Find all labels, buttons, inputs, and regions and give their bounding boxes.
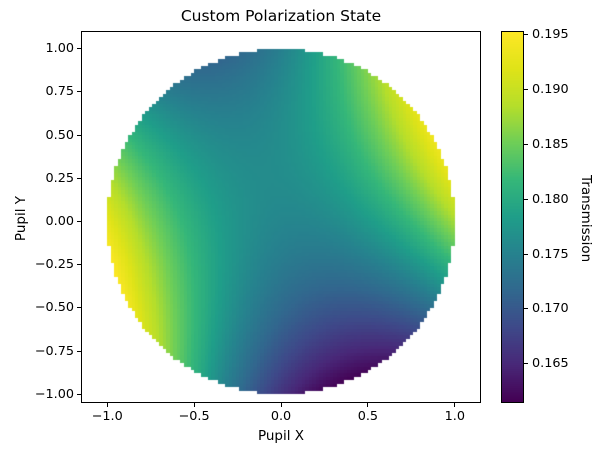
y-tick-mark: [77, 393, 81, 395]
y-tick-label: 0.50: [45, 127, 75, 143]
colorbar-tick-mark: [524, 363, 528, 365]
y-tick-label: 0.00: [45, 213, 75, 229]
y-tick-label: −0.75: [34, 343, 74, 359]
y-tick-label: 0.75: [45, 84, 75, 100]
colorbar-tick-mark: [524, 198, 528, 200]
colorbar-tick-mark: [524, 143, 528, 145]
colorbar-canvas: [502, 32, 523, 402]
y-tick-mark: [77, 220, 81, 222]
y-tick-mark: [77, 91, 81, 93]
x-tick-label: −1.0: [91, 409, 123, 424]
colorbar-tick-mark: [524, 253, 528, 255]
x-tick-mark: [367, 403, 369, 407]
colorbar-tick-label: 0.195: [532, 27, 569, 43]
x-tick-label: 1.0: [444, 409, 465, 424]
y-tick-label: 1.00: [45, 41, 75, 57]
y-tick-label: 0.25: [45, 170, 75, 186]
y-tick-label: −0.50: [34, 300, 74, 316]
colorbar: [501, 31, 524, 403]
y-tick-mark: [77, 307, 81, 309]
y-tick-mark: [77, 134, 81, 136]
plot-frame: [81, 31, 481, 403]
y-axis-label: Pupil Y: [13, 196, 29, 242]
colorbar-tick-mark: [524, 89, 528, 91]
colorbar-tick-label: 0.175: [532, 246, 569, 262]
colorbar-tick-label: 0.180: [532, 191, 569, 207]
x-tick-mark: [280, 403, 282, 407]
x-tick-label: 0.5: [357, 409, 379, 424]
x-tick-mark: [193, 403, 195, 407]
x-tick-label: 0.0: [270, 409, 292, 424]
y-tick-mark: [77, 48, 81, 50]
y-tick-mark: [77, 177, 81, 179]
x-tick-mark: [454, 403, 456, 407]
pupil-heatmap-canvas: [82, 32, 480, 402]
x-tick-mark: [106, 403, 108, 407]
colorbar-tick-label: 0.165: [532, 356, 569, 372]
colorbar-label: Transmission: [578, 175, 594, 263]
chart-title: Custom Polarization State: [180, 7, 382, 25]
colorbar-tick-label: 0.185: [532, 136, 569, 152]
y-tick-mark: [77, 350, 81, 352]
y-tick-mark: [77, 264, 81, 266]
colorbar-tick-label: 0.170: [532, 301, 569, 317]
y-tick-label: −1.00: [34, 386, 74, 402]
colorbar-tick-mark: [524, 34, 528, 36]
colorbar-tick-mark: [524, 308, 528, 310]
colorbar-tick-label: 0.190: [532, 82, 569, 98]
x-tick-label: −0.5: [178, 409, 210, 424]
x-axis-label: Pupil X: [257, 428, 305, 444]
y-tick-label: −0.25: [34, 257, 74, 273]
